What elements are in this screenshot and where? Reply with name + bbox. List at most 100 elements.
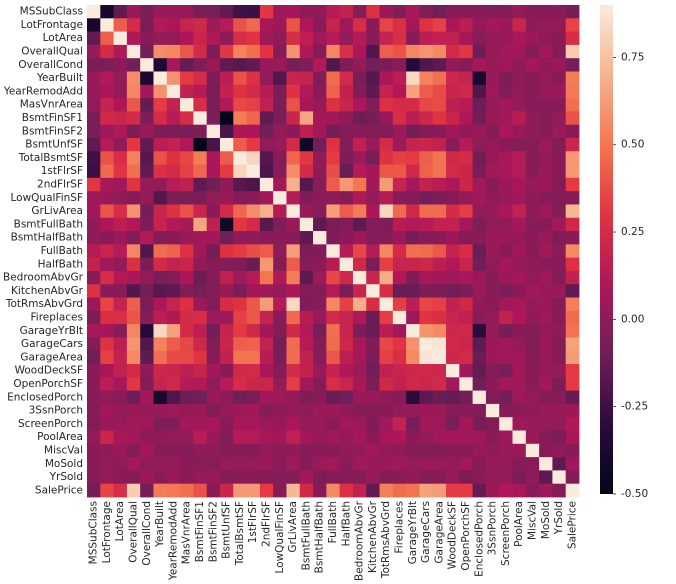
heatmap-cell [113, 350, 128, 365]
heatmap-cell [219, 18, 234, 32]
heatmap-cell [326, 44, 341, 59]
heatmap-cell [313, 44, 327, 59]
heatmap-cell [366, 98, 380, 112]
heatmap-cell [153, 310, 168, 325]
heatmap-cell [525, 284, 540, 298]
heatmap-cell [286, 337, 301, 352]
heatmap-cell [126, 350, 141, 365]
heatmap-cell [352, 377, 367, 392]
heatmap-cell [299, 257, 314, 272]
heatmap-cell [512, 257, 527, 272]
heatmap-cell [259, 310, 274, 325]
heatmap-cell [419, 5, 434, 19]
heatmap-cell [206, 297, 221, 312]
heatmap-cell [485, 151, 500, 165]
heatmap-cell [113, 111, 128, 126]
heatmap-cell [339, 457, 354, 471]
heatmap-cell [352, 98, 367, 112]
heatmap-cell [326, 31, 341, 46]
heatmap-cell [392, 297, 407, 312]
heatmap-cell [87, 257, 101, 272]
heatmap-cell [432, 18, 447, 32]
heatmap-cell [552, 98, 567, 112]
heatmap-cell [100, 58, 114, 72]
y-tick-label: WoodDeckSF [15, 365, 83, 377]
heatmap-cell [87, 350, 101, 365]
heatmap-cell [233, 84, 247, 99]
heatmap-cell [100, 71, 114, 86]
x-tick-label: WoodDeckSF [447, 501, 459, 569]
heatmap-cell [233, 204, 247, 219]
heatmap-cell [499, 58, 513, 72]
heatmap-cell [366, 377, 380, 392]
heatmap-cell [352, 84, 367, 99]
heatmap-cell [313, 337, 327, 352]
x-tick-label: LotArea [114, 501, 126, 541]
heatmap-cell [446, 390, 460, 405]
heatmap-cell [406, 137, 420, 152]
heatmap-cell [499, 364, 513, 378]
y-tick-label: BsmtFullBath [14, 218, 83, 230]
heatmap-cell [113, 297, 128, 312]
heatmap-cell [539, 151, 553, 165]
heatmap-cell [512, 324, 527, 338]
heatmap-cell [193, 403, 208, 418]
heatmap-cell [485, 297, 500, 312]
heatmap-cell [126, 244, 141, 259]
heatmap-cell [419, 231, 434, 245]
heatmap-cell [525, 31, 540, 46]
heatmap-cell [432, 337, 447, 352]
heatmap-cell [485, 217, 500, 232]
heatmap-cell [539, 5, 553, 19]
heatmap-cell [273, 111, 287, 126]
heatmap-cell [485, 111, 500, 126]
heatmap-cell [406, 483, 420, 498]
heatmap-cell [140, 177, 154, 192]
heatmap-cell [273, 430, 287, 445]
heatmap-cell [419, 310, 434, 325]
heatmap-cell [552, 324, 567, 338]
heatmap-cell [113, 84, 128, 99]
heatmap-cell [140, 98, 154, 112]
heatmap-cell [366, 31, 380, 46]
heatmap-cell [472, 137, 487, 152]
heatmap-cell [352, 71, 367, 86]
heatmap-cell [206, 217, 221, 232]
heatmap-cell [113, 244, 128, 259]
heatmap-cell [446, 164, 460, 179]
heatmap-cell [352, 191, 367, 205]
heatmap-cell [485, 430, 500, 445]
heatmap-cell [313, 297, 327, 312]
heatmap-cell [87, 443, 101, 458]
heatmap-cell [246, 270, 261, 285]
heatmap-cell [259, 350, 274, 365]
heatmap-cell [193, 111, 208, 126]
heatmap-cell [313, 324, 327, 338]
heatmap-cell [512, 297, 527, 312]
heatmap-cell [379, 257, 394, 272]
heatmap-cell [259, 44, 274, 59]
heatmap-cell [485, 71, 500, 86]
heatmap-cell [392, 231, 407, 245]
heatmap-cell [286, 124, 301, 139]
heatmap-cell [299, 390, 314, 405]
heatmap-cell [286, 44, 301, 59]
heatmap-cell [446, 350, 460, 365]
heatmap-cell [539, 31, 553, 46]
heatmap-cell [446, 31, 460, 46]
heatmap-cell [233, 364, 247, 378]
heatmap-cell [432, 297, 447, 312]
heatmap-cell [153, 390, 168, 405]
colorbar-tick-label: 0.50 [621, 139, 644, 151]
heatmap-cell [565, 58, 580, 72]
heatmap-cell [565, 124, 580, 139]
heatmap-cell [512, 364, 527, 378]
heatmap-cell [499, 457, 513, 471]
heatmap-cell [166, 270, 181, 285]
heatmap-cell [219, 443, 234, 458]
heatmap-cell [219, 244, 234, 259]
heatmap-cell [432, 270, 447, 285]
heatmap-cell [246, 44, 261, 59]
heatmap-cell [100, 324, 114, 338]
heatmap-cell [379, 457, 394, 471]
